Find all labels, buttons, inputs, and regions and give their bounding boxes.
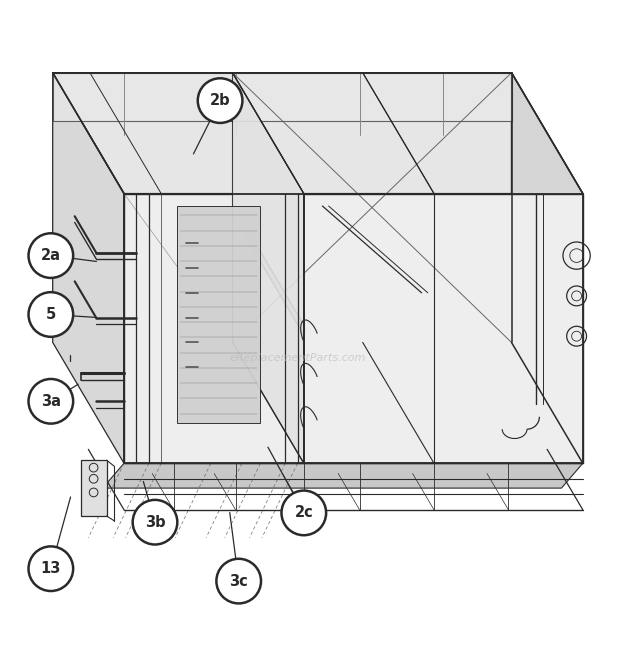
- Circle shape: [198, 79, 242, 123]
- Polygon shape: [177, 206, 260, 423]
- Circle shape: [29, 292, 73, 337]
- Text: 3a: 3a: [41, 394, 61, 409]
- Circle shape: [29, 233, 73, 278]
- Text: 2c: 2c: [294, 506, 313, 520]
- Text: 3c: 3c: [229, 574, 248, 589]
- Circle shape: [133, 500, 177, 544]
- Circle shape: [216, 559, 261, 603]
- Polygon shape: [53, 73, 583, 193]
- Polygon shape: [124, 193, 583, 463]
- Polygon shape: [232, 73, 304, 463]
- Circle shape: [281, 490, 326, 535]
- Polygon shape: [53, 73, 124, 463]
- Text: 2b: 2b: [210, 93, 231, 108]
- Polygon shape: [103, 463, 583, 488]
- Polygon shape: [512, 73, 583, 463]
- Text: 3b: 3b: [144, 515, 166, 530]
- Polygon shape: [81, 460, 107, 516]
- Text: 2a: 2a: [41, 248, 61, 263]
- Text: eReplacementParts.com: eReplacementParts.com: [229, 353, 366, 363]
- Text: 13: 13: [41, 561, 61, 576]
- Circle shape: [29, 379, 73, 424]
- Circle shape: [29, 546, 73, 591]
- Polygon shape: [53, 73, 512, 121]
- Text: 5: 5: [46, 307, 56, 322]
